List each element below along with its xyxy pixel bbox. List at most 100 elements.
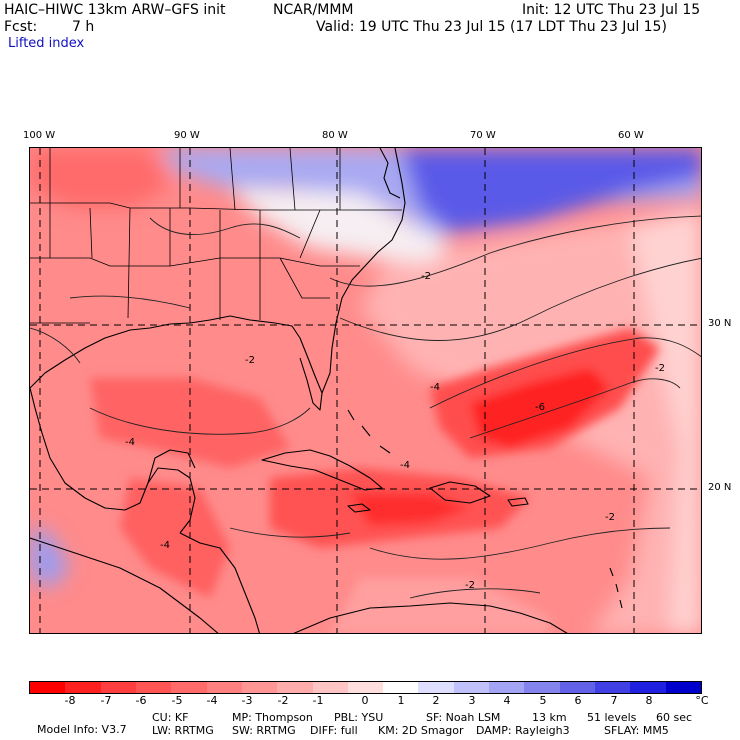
field-central-america [120,478,230,598]
contour-label: -4 [430,382,440,393]
coast-chesapeake [379,148,401,199]
coastlines [30,148,623,633]
contour-label: -6 [535,402,545,413]
forecast-hour: 7 h [72,19,95,35]
colorbar-tick: -7 [100,694,112,707]
init-time: Init: 12 UTC Thu 23 Jul 15 [522,2,701,18]
info-km: KM: 2D Smagor [378,724,464,737]
lifted-index-map: -2 -2 -4 -4 -4 -6 -2 -2 -4 -2 [29,147,702,634]
contour-label: -4 [400,460,410,471]
contour-label: -2 [465,580,475,591]
lon-label: 80 W [322,130,348,141]
lat-label: 20 N [708,482,732,493]
info-levels: 51 levels [587,711,637,724]
lon-label: 90 W [174,130,200,141]
colorbar-segment [30,682,66,693]
contour-line [429,337,701,409]
coast-hispaniola [429,481,491,504]
colorbar-tick: -5 [171,694,183,707]
coast-puerto-rico [507,497,529,507]
info-sf: SF: Noah LSM [426,711,501,724]
coast-mexico [30,387,196,534]
contour-label: -2 [655,363,665,374]
state-line [89,207,261,320]
coast-jamaica [347,503,371,513]
lat-label: 30 N [708,318,732,329]
contour-label: -2 [605,512,615,523]
colorbar-segment [665,682,701,693]
lat-lon-grid [30,148,701,633]
coast-south-america [293,602,568,633]
field-name: Lifted index [8,36,85,51]
colorbar [29,681,702,694]
contour-label: -2 [421,271,431,282]
colorbar-segment [595,682,631,693]
institution-label: NCAR/MMM [273,2,354,18]
lon-label: 60 W [618,130,644,141]
field-caribbean-max [350,493,470,526]
state-line [30,148,90,324]
colorbar-tick: 6 [574,694,582,707]
colorbar-segment [206,682,242,693]
colorbar-segment [312,682,348,693]
valid-time: Valid: 19 UTC Thu 23 Jul 15 (17 LDT Thu … [316,19,667,35]
colorbar-tick: -8 [64,694,76,707]
contour-label: -4 [125,437,135,448]
coast-us-gulf [30,315,323,411]
field-nw-darker [30,148,170,208]
lon-label: 100 W [23,130,56,141]
field-very-light [630,208,701,633]
colorbar-segment [630,682,666,693]
model-info: Model Info: V3.7 [30,712,127,736]
contour-line [469,378,681,439]
state-line [179,148,341,211]
contour-line [89,407,311,435]
colorbar-tick: 7 [610,694,618,707]
info-resolution: 13 km [532,711,567,724]
contour-line [329,215,701,287]
contours [30,215,701,599]
colorbar-tick: -3 [241,694,253,707]
colorbar-segment [241,682,278,693]
state-line [30,257,360,267]
lon-label: 70 W [470,130,496,141]
info-version: Model Info: V3.7 [37,723,127,736]
colorbar-tick: -1 [312,694,324,707]
coast-cuba [261,449,383,491]
coast-antilles [609,567,623,609]
contour-line [69,295,191,309]
colorbar-segment [489,682,525,693]
colorbar-segment [65,682,101,693]
colorbar-segment [171,682,207,693]
colorbar-tick: 1 [397,694,405,707]
coast-bahamas [347,409,391,454]
colorbar-segment [135,682,172,693]
contour-line [229,527,351,538]
colorbar-segment [347,682,384,693]
colorbar-segment [100,682,136,693]
colorbar-segment [453,682,490,693]
info-pbl: PBL: YSU [334,711,384,724]
info-damp: DAMP: Rayleigh3 [476,724,570,737]
colorbar-tick: 3 [468,694,476,707]
state-line [279,209,330,299]
forecast-label: Fcst: [4,19,38,35]
info-timestep: 60 sec [656,711,693,724]
contour-line [30,327,81,364]
field-south-light [331,578,550,633]
colorbar-segment [277,682,313,693]
field-atlantic-max [470,368,610,448]
field-gulf-strong [90,378,290,468]
info-sw: SW: RRTMG [232,724,296,737]
contour-labels: -2 -2 -4 -4 -4 -6 -2 -2 -4 -2 [125,271,665,591]
colorbar-tick: -2 [277,694,289,707]
contour-line [409,588,541,599]
coast-us-atlantic [321,148,406,394]
coast-pacific-ca [30,537,219,633]
colorbar-tick: 2 [432,694,440,707]
coast-yucatan [147,449,196,484]
colorbar-segment [559,682,595,693]
contour-line [339,257,701,341]
field-stable-white [230,188,450,263]
colorbar-segment [524,682,560,693]
